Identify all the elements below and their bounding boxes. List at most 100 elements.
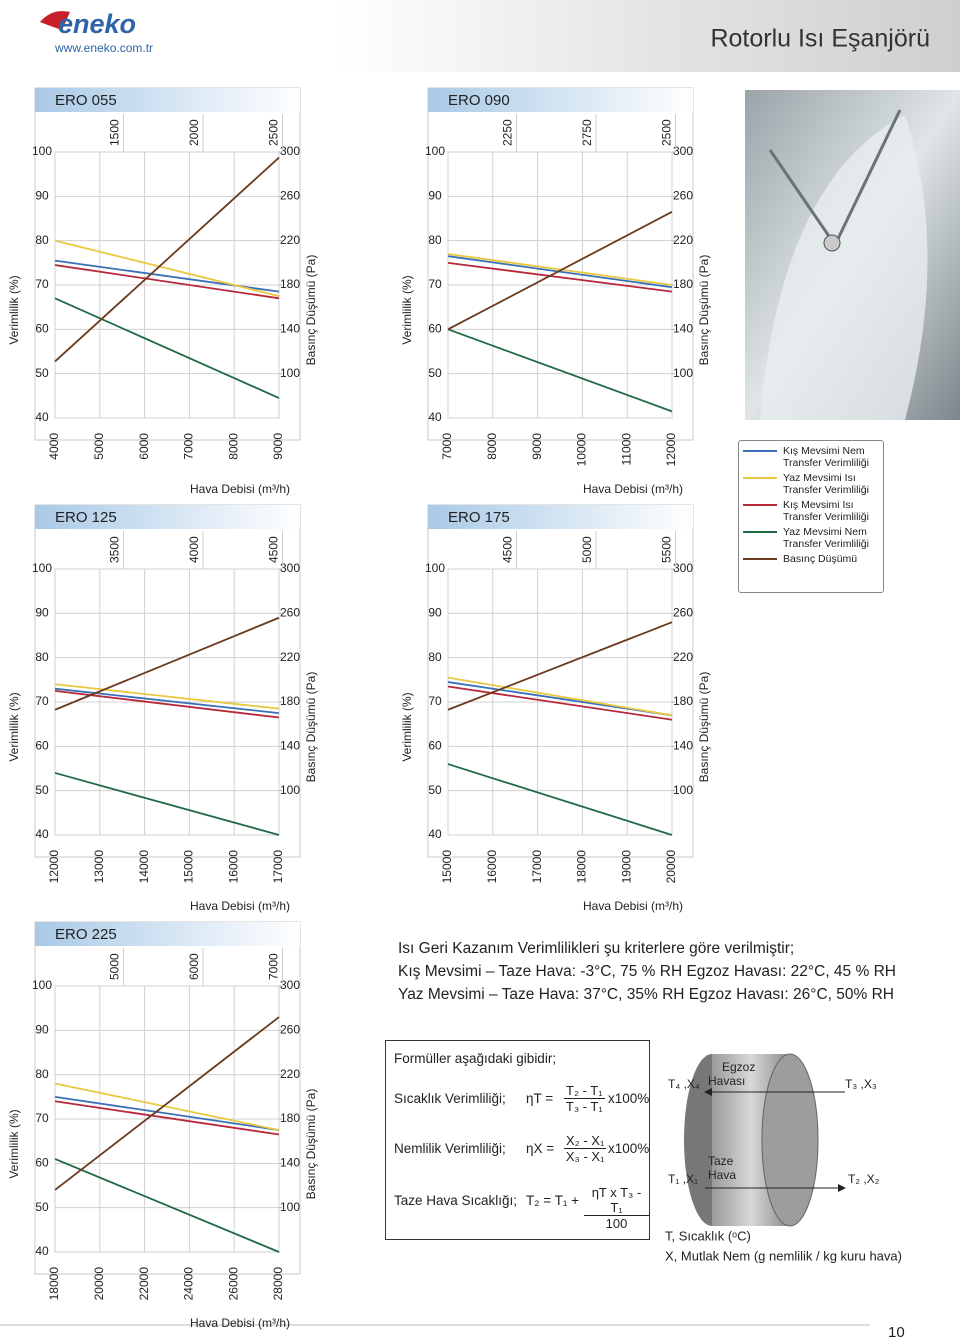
series-line (54, 264, 280, 300)
x-tick-label: 20000 (92, 1267, 106, 1301)
y-tick-label: 80 (428, 650, 442, 664)
diagram-label: Taze (708, 1154, 734, 1168)
legend-swatch (743, 531, 777, 533)
y2-tick-label: 300 (673, 144, 693, 158)
formula-suffix: x100% (608, 1091, 650, 1106)
series-line (54, 772, 280, 836)
y-tick-label: 40 (428, 827, 442, 841)
x-tick-label: 19000 (619, 850, 633, 884)
y-axis-title: Verimlilik (%) (400, 275, 414, 344)
x2-tick-label: 5000 (580, 536, 594, 563)
y2-tick-label: 180 (673, 694, 693, 708)
numerator: ηT x T₃ - T₁ (584, 1185, 649, 1216)
y-tick-label: 90 (35, 189, 49, 203)
x-axis-title: Hava Debisi (m³/h) (583, 482, 683, 496)
x2-tick-label: 2000 (187, 119, 201, 146)
y-tick-label: 70 (428, 694, 442, 708)
series-line (447, 211, 673, 331)
x-tick-label: 20000 (664, 850, 678, 884)
legend-swatch (743, 450, 777, 452)
y2-tick-label: 140 (280, 322, 300, 336)
x-tick-label: 9000 (271, 433, 285, 460)
y-tick-label: 60 (428, 739, 442, 753)
x-tick-label: 6000 (137, 433, 151, 460)
y2-tick-label: 260 (673, 606, 693, 620)
y-tick-label: 100 (425, 144, 445, 158)
x-tick-label: 22000 (137, 1267, 151, 1301)
x-tick-label: 10000 (575, 433, 589, 467)
url: www.eneko.com.tr (54, 41, 153, 55)
title-band (35, 505, 300, 529)
x2-tick-label: 2750 (580, 119, 594, 146)
x-tick-label: 26000 (226, 1267, 240, 1301)
chart-title: ERO 175 (448, 509, 510, 526)
legend-swatch (743, 477, 777, 479)
y-tick-label: 100 (32, 561, 52, 575)
diagram-label: Hava (708, 1168, 736, 1182)
x2-tick-label: 2500 (267, 119, 281, 146)
y2-tick-label: 260 (280, 606, 300, 620)
y2-axis-title: Basınç Düşümü (Pa) (304, 1089, 318, 1200)
y2-tick-label: 300 (280, 978, 300, 992)
series-line (54, 1158, 280, 1253)
formula-fraction: T₂ - T₁ T₃ - T₁ (564, 1083, 605, 1114)
diagram-label: T₂ ,X₂ (848, 1172, 880, 1186)
x-tick-label: 7000 (182, 433, 196, 460)
y2-axis-title: Basınç Düşümü (Pa) (697, 672, 711, 783)
x2-tick-label: 5500 (660, 536, 674, 563)
series-line (447, 685, 673, 721)
y-tick-label: 60 (35, 322, 49, 336)
x-tick-label: 18000 (575, 850, 589, 884)
legend-item: Kış Mevsimi Isı Transfer Verimliliği (743, 499, 879, 523)
y2-tick-label: 100 (673, 366, 693, 380)
y2-tick-label: 300 (280, 144, 300, 158)
y2-tick-label: 220 (280, 1067, 300, 1081)
y-tick-label: 50 (35, 783, 49, 797)
formula-label: Sıcaklık Verimliliği; (394, 1091, 506, 1106)
x-tick-label: 13000 (92, 850, 106, 884)
x2-tick-label: 4000 (187, 536, 201, 563)
formula-fraction: ηT x T₃ - T₁ 100 (584, 1185, 649, 1231)
series-line (54, 156, 280, 363)
y-tick-label: 70 (35, 277, 49, 291)
x-tick-label: 11000 (619, 433, 633, 466)
logo: eneko (58, 9, 136, 39)
note-line: Isı Geri Kazanım Verimlilikleri şu krite… (398, 940, 795, 957)
y-axis-title: Verimlilik (%) (7, 692, 21, 761)
y2-tick-label: 220 (673, 650, 693, 664)
y-tick-label: 40 (35, 827, 49, 841)
y2-axis-title: Basınç Düşümü (Pa) (304, 672, 318, 783)
y2-tick-label: 180 (280, 694, 300, 708)
title-band (428, 505, 693, 529)
diagram-caption: X, Mutlak Nem (g nemlilik / kg kuru hava… (665, 1248, 902, 1263)
diagram-label: T₁ ,X₁ (668, 1172, 698, 1186)
y-axis-title: Verimlilik (%) (7, 1109, 21, 1178)
y-tick-label: 40 (35, 1244, 49, 1258)
y-tick-label: 80 (35, 233, 49, 247)
y-tick-label: 70 (35, 1111, 49, 1125)
y-tick-label: 90 (428, 189, 442, 203)
y-tick-label: 60 (35, 1156, 49, 1170)
y2-tick-label: 100 (673, 783, 693, 797)
x-tick-label: 17000 (530, 850, 544, 884)
x-tick-label: 15000 (440, 850, 454, 884)
y-tick-label: 80 (35, 1067, 49, 1081)
page-number: 10 (888, 1324, 905, 1341)
formula-lhs: ηX = (526, 1141, 555, 1156)
y2-tick-label: 140 (280, 739, 300, 753)
diagram-label: T₃ ,X₃ (845, 1077, 877, 1091)
series-line (54, 616, 280, 711)
y-tick-label: 50 (428, 783, 442, 797)
x-tick-label: 15000 (182, 850, 196, 884)
x-tick-label: 4000 (47, 433, 61, 460)
x2-tick-label: 2500 (660, 119, 674, 146)
chart-title: ERO 125 (55, 509, 117, 526)
series-line (447, 261, 673, 293)
formula-heading: Formüller aşağıdaki gibidir; (394, 1051, 557, 1066)
diagram-label: Egzoz (722, 1060, 755, 1074)
y2-tick-label: 140 (280, 1156, 300, 1170)
legend-item: Basınç Düşümü (743, 553, 879, 565)
wheel-face (761, 1053, 819, 1227)
